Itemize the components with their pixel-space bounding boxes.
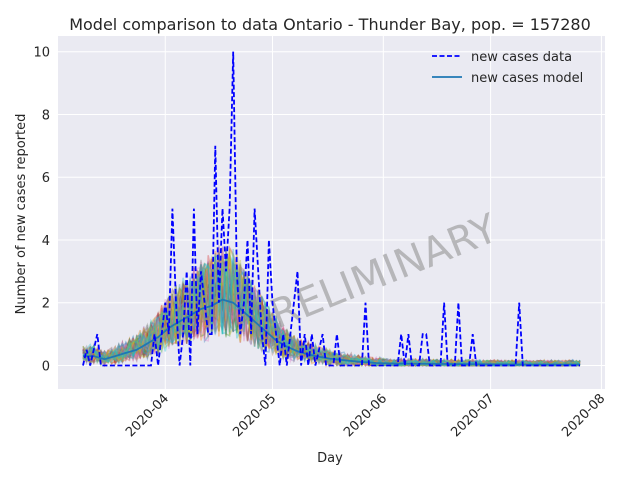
ensemble-trace bbox=[82, 250, 581, 367]
ensemble-trace bbox=[82, 245, 580, 367]
y-tick-label: 2 bbox=[42, 297, 50, 312]
y-axis: 0 2 4 6 8 10 bbox=[33, 46, 50, 375]
y-tick-label: 10 bbox=[33, 46, 50, 61]
grid bbox=[58, 36, 605, 389]
legend-label-data: new cases data bbox=[471, 50, 572, 65]
x-tick-label: 2020-04 bbox=[123, 391, 172, 440]
y-tick-label: 4 bbox=[42, 234, 50, 249]
ensemble-trace bbox=[82, 262, 581, 367]
y-axis-label: Number of new cases reported bbox=[14, 114, 29, 315]
x-tick-label: 2020-08 bbox=[559, 391, 608, 440]
ensemble-trace bbox=[82, 259, 580, 367]
ensemble-trace bbox=[82, 248, 580, 368]
x-tick-label: 2020-07 bbox=[448, 391, 497, 440]
plot-area bbox=[58, 36, 605, 389]
ensemble-trace bbox=[82, 258, 580, 367]
y-tick-label: 0 bbox=[42, 359, 50, 374]
x-axis: 2020-04 2020-05 2020-06 2020-07 2020-08 bbox=[123, 391, 608, 440]
y-tick-label: 8 bbox=[42, 108, 50, 123]
series-line-data bbox=[82, 51, 580, 367]
x-tick-label: 2020-06 bbox=[341, 391, 390, 440]
chart-title: Model comparison to data Ontario - Thund… bbox=[69, 15, 591, 34]
legend: new cases data new cases model bbox=[432, 50, 583, 86]
y-tick-label: 6 bbox=[42, 171, 50, 186]
x-tick-label: 2020-05 bbox=[230, 391, 279, 440]
legend-label-model: new cases model bbox=[471, 71, 583, 86]
ensemble-trace bbox=[82, 267, 580, 369]
ensemble-trace bbox=[82, 255, 581, 367]
ensemble-trace bbox=[82, 264, 581, 367]
ensemble-trace bbox=[82, 264, 581, 368]
ensemble-trace bbox=[82, 252, 581, 368]
x-axis-label: Day bbox=[317, 451, 343, 466]
ensemble-trace bbox=[82, 247, 581, 369]
ensemble-trace bbox=[82, 251, 581, 367]
series-line-model bbox=[83, 298, 580, 366]
